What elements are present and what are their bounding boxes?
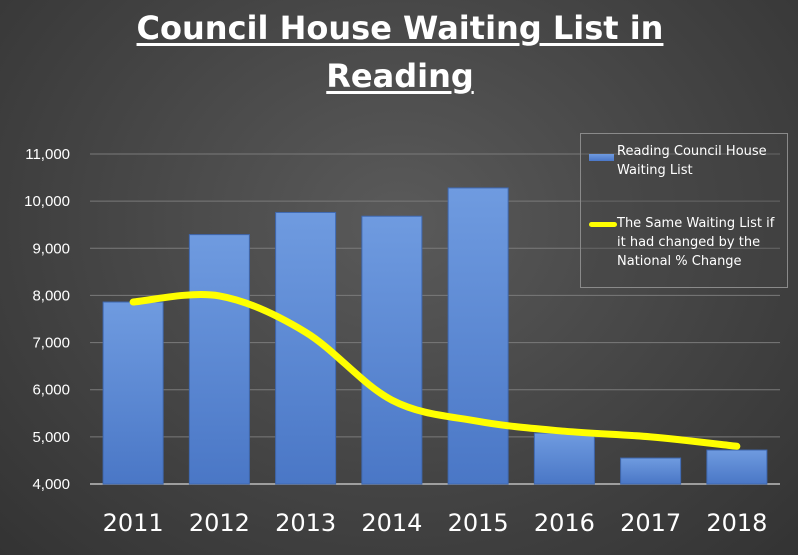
x-tick-label: 2017 bbox=[620, 509, 681, 537]
line-point-2014 bbox=[391, 399, 393, 401]
bar-2011 bbox=[102, 301, 164, 485]
line-point-2015 bbox=[477, 420, 479, 422]
bar-2017 bbox=[620, 457, 682, 485]
chart-legend: Reading Council House Waiting List The S… bbox=[580, 133, 788, 288]
y-tick-label: 7,000 bbox=[32, 335, 70, 352]
line-point-2017 bbox=[650, 436, 652, 438]
y-tick-label: 9,000 bbox=[32, 240, 70, 257]
line-point-2016 bbox=[563, 430, 565, 432]
line-point-2011 bbox=[132, 301, 134, 303]
chart-title: Council House Waiting List in Reading bbox=[136, 9, 664, 95]
y-tick-label: 6,000 bbox=[32, 382, 70, 399]
bar-2012 bbox=[188, 234, 250, 485]
x-tick-label: 2018 bbox=[706, 509, 767, 537]
line-point-2012 bbox=[218, 295, 220, 297]
x-tick-label: 2015 bbox=[448, 509, 509, 537]
bar-2014 bbox=[361, 215, 423, 485]
bar-2016 bbox=[533, 432, 595, 485]
y-tick-label: 5,000 bbox=[32, 429, 70, 446]
y-tick-label: 8,000 bbox=[32, 287, 70, 304]
x-tick-label: 2013 bbox=[275, 509, 336, 537]
national-change-line bbox=[129, 291, 741, 450]
y-tick-label: 11,000 bbox=[25, 146, 70, 163]
legend-label-line: The Same Waiting List if it had changed … bbox=[617, 216, 775, 269]
x-tick-label: 2012 bbox=[189, 509, 250, 537]
line-point-2018 bbox=[736, 445, 738, 447]
y-tick-label: 4,000 bbox=[32, 476, 70, 493]
legend-swatch-line bbox=[589, 222, 617, 227]
x-tick-label: 2016 bbox=[534, 509, 595, 537]
bar-2015 bbox=[447, 187, 509, 485]
legend-label-bars: Reading Council House Waiting List bbox=[617, 144, 767, 178]
bar-2018 bbox=[706, 449, 768, 485]
x-tick-label: 2014 bbox=[361, 509, 422, 537]
x-tick-label: 2011 bbox=[103, 509, 164, 537]
legend-swatch-bar bbox=[589, 154, 614, 161]
line-point-2013 bbox=[305, 331, 307, 333]
y-tick-label: 10,000 bbox=[24, 193, 70, 210]
